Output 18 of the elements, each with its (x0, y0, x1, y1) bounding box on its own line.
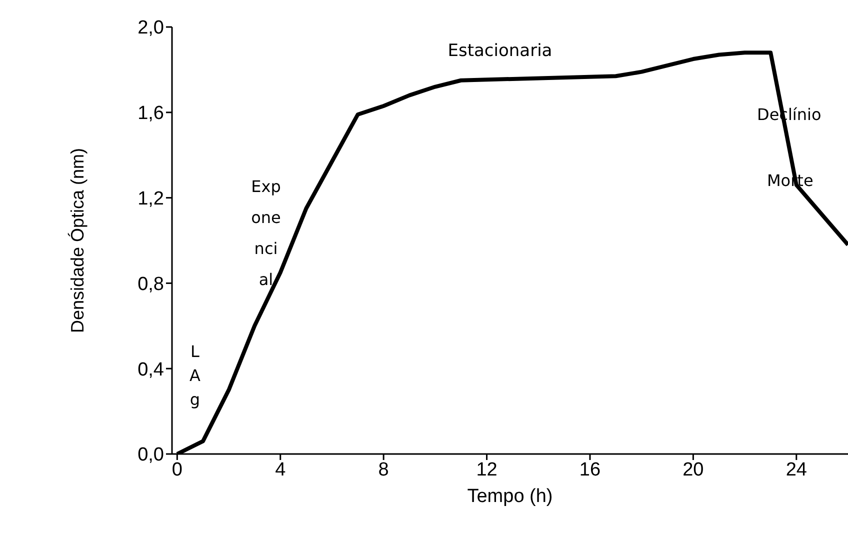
x-tick-label: 0 (172, 459, 182, 480)
x-tick-label: 20 (682, 459, 704, 480)
x-tick-label: 24 (786, 459, 808, 480)
y-tick-label: 2,0 (138, 18, 164, 39)
y-tick-label: 1,6 (138, 103, 164, 124)
x-tick-label: 4 (275, 459, 286, 480)
y-tick-label: 1,2 (138, 188, 164, 210)
annotation: Estacionaria (448, 40, 552, 61)
y-tick-label: 0,8 (138, 274, 164, 295)
x-axis-title: Tempo (h) (467, 486, 553, 507)
x-tick-label: 8 (378, 459, 389, 480)
x-tick-label: 16 (579, 459, 601, 480)
y-axis-title: Densidade Óptica (nm) (67, 148, 88, 334)
annotation: Exp one nci al (251, 177, 281, 290)
annotation: L A g (190, 342, 201, 410)
x-tick-label: 12 (476, 459, 498, 480)
y-tick-label: 0,4 (138, 359, 164, 380)
y-tick-label: 0,0 (138, 444, 164, 466)
